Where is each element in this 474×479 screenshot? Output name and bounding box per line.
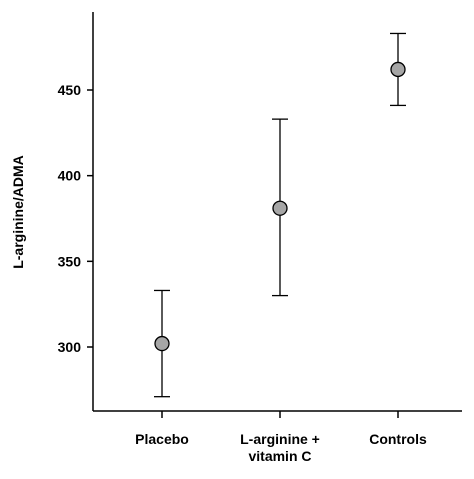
x-tick-label: L-arginine + [240,431,320,447]
y-axis-title: L-arginine/ADMA [10,155,26,269]
data-point-group [390,32,406,107]
mean-point [154,335,170,352]
y-tick-label: 400 [58,168,82,184]
x-ticks: Placebo L-arginine +vitamin C Controls [135,411,427,464]
y-tick-label: 300 [58,339,82,355]
x-tick-label: vitamin C [248,448,311,464]
y-tick-label: 450 [58,82,82,98]
data-marks [154,32,406,398]
y-ticks: 300 350 400 450 [58,82,93,355]
x-tick-label: Placebo [135,431,189,447]
data-point-group [272,118,288,297]
y-tick-label: 350 [58,253,82,269]
mean-point [272,200,288,216]
x-tick-label: Controls [369,431,427,447]
mean-point [390,61,406,78]
data-point-group [154,289,170,398]
